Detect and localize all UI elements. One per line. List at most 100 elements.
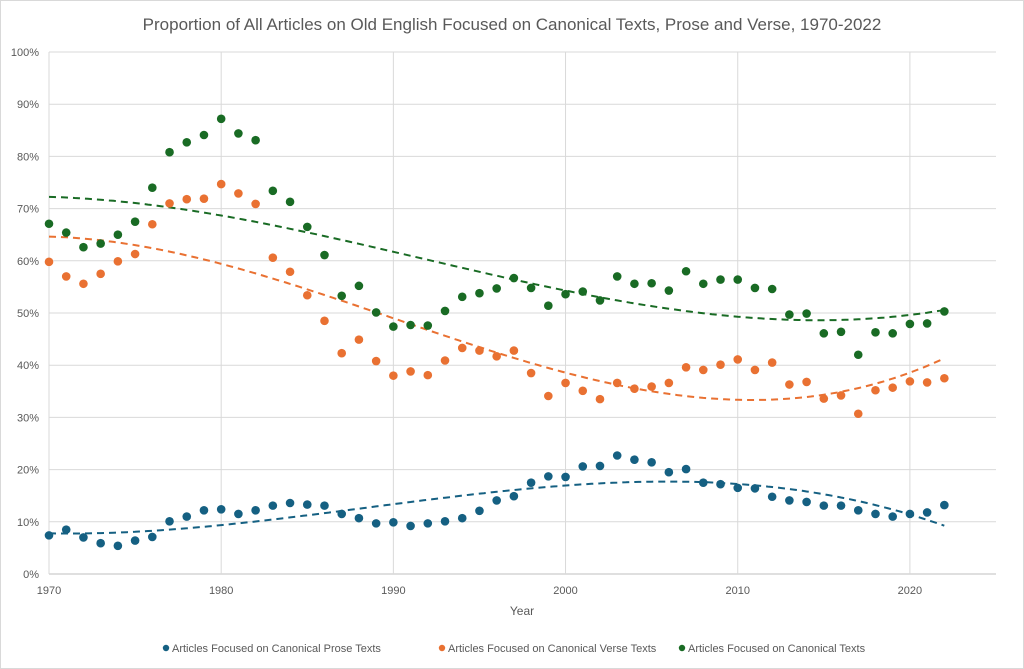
data-point xyxy=(130,217,140,226)
x-tick-label: 2020 xyxy=(898,585,922,597)
data-point xyxy=(302,290,312,300)
data-point xyxy=(440,356,450,365)
data-point xyxy=(354,513,364,523)
data-point xyxy=(681,266,691,276)
data-point xyxy=(113,230,123,239)
data-point xyxy=(595,394,605,404)
data-point xyxy=(44,531,54,540)
data-point xyxy=(922,319,932,328)
data-point xyxy=(492,284,501,293)
trendlines xyxy=(48,195,945,535)
data-point xyxy=(526,478,536,487)
data-point xyxy=(819,501,829,510)
data-point xyxy=(216,504,226,514)
data-point xyxy=(940,500,949,510)
data-point xyxy=(595,296,605,305)
data-point xyxy=(836,501,846,510)
data-point xyxy=(96,239,105,248)
data-point xyxy=(544,391,553,401)
y-tick-label: 50% xyxy=(17,308,39,320)
data-point xyxy=(509,491,519,501)
data-point xyxy=(457,513,467,523)
data-point xyxy=(337,509,347,519)
y-tick-label: 70% xyxy=(17,204,39,216)
data-point xyxy=(337,348,347,358)
data-point xyxy=(457,343,467,353)
data-point xyxy=(320,250,329,260)
data-point xyxy=(888,329,897,338)
data-point xyxy=(130,249,140,259)
y-tick-label: 90% xyxy=(17,99,39,111)
data-point xyxy=(526,283,536,293)
data-point xyxy=(251,506,260,515)
data-point xyxy=(526,368,536,378)
data-point xyxy=(698,478,708,487)
data-point xyxy=(234,509,243,519)
data-point xyxy=(251,135,260,145)
data-point xyxy=(561,472,570,482)
data-point xyxy=(698,365,708,375)
trendline xyxy=(48,195,945,322)
data-point xyxy=(767,358,777,367)
data-point xyxy=(79,533,88,542)
data-point xyxy=(79,279,88,289)
y-tick-label: 80% xyxy=(17,151,39,163)
data-point xyxy=(371,519,381,528)
data-point xyxy=(802,309,811,318)
data-point xyxy=(802,497,811,507)
data-point xyxy=(733,483,743,493)
legend-label: Articles Focused on Canonical Verse Text… xyxy=(448,643,657,655)
x-axis-ticks: 1970 1980 1990 2000 2010 2020 xyxy=(37,585,922,597)
y-tick-label: 40% xyxy=(17,360,39,372)
y-tick-label: 10% xyxy=(17,517,39,529)
data-point xyxy=(853,409,863,419)
legend-marker xyxy=(678,644,686,652)
data-point xyxy=(354,281,364,291)
data-point xyxy=(61,525,71,534)
legend-label: Articles Focused on Canonical Texts xyxy=(688,643,866,655)
data-point xyxy=(423,321,433,330)
data-point xyxy=(492,352,501,361)
data-point xyxy=(716,479,725,489)
data-point xyxy=(406,320,415,330)
data-point xyxy=(423,370,433,380)
data-point xyxy=(165,147,174,157)
data-point xyxy=(492,496,501,505)
data-point xyxy=(716,275,725,284)
x-tick-label: 1970 xyxy=(37,585,61,597)
data-point xyxy=(130,536,140,545)
data-point xyxy=(578,386,588,396)
data-point xyxy=(165,199,174,208)
data-point xyxy=(148,532,157,542)
data-point xyxy=(234,129,243,138)
data-point xyxy=(716,360,725,369)
data-point xyxy=(182,194,192,204)
data-point xyxy=(612,272,622,281)
data-point xyxy=(630,279,639,289)
data-point xyxy=(785,496,794,505)
x-tick-label: 1980 xyxy=(209,585,233,597)
data-point xyxy=(681,362,691,372)
data-point xyxy=(509,346,519,355)
data-point xyxy=(251,199,260,209)
y-tick-label: 100% xyxy=(11,47,39,59)
y-tick-label: 0% xyxy=(23,569,39,581)
data-point xyxy=(578,462,588,471)
y-tick-label: 60% xyxy=(17,256,39,268)
legend-marker xyxy=(162,644,170,652)
data-point xyxy=(320,501,329,510)
data-point xyxy=(113,257,123,266)
data-point xyxy=(888,383,897,392)
data-point xyxy=(733,355,743,364)
data-point xyxy=(698,279,708,289)
data-point xyxy=(165,516,174,526)
data-point xyxy=(595,461,605,471)
chart-title: Proportion of All Articles on Old Englis… xyxy=(143,15,882,34)
x-tick-label: 2010 xyxy=(725,585,749,597)
data-point xyxy=(819,329,829,338)
data-point xyxy=(664,378,674,388)
data-point xyxy=(96,538,105,548)
data-point xyxy=(888,512,897,521)
data-point xyxy=(44,219,54,229)
data-point xyxy=(440,306,450,316)
